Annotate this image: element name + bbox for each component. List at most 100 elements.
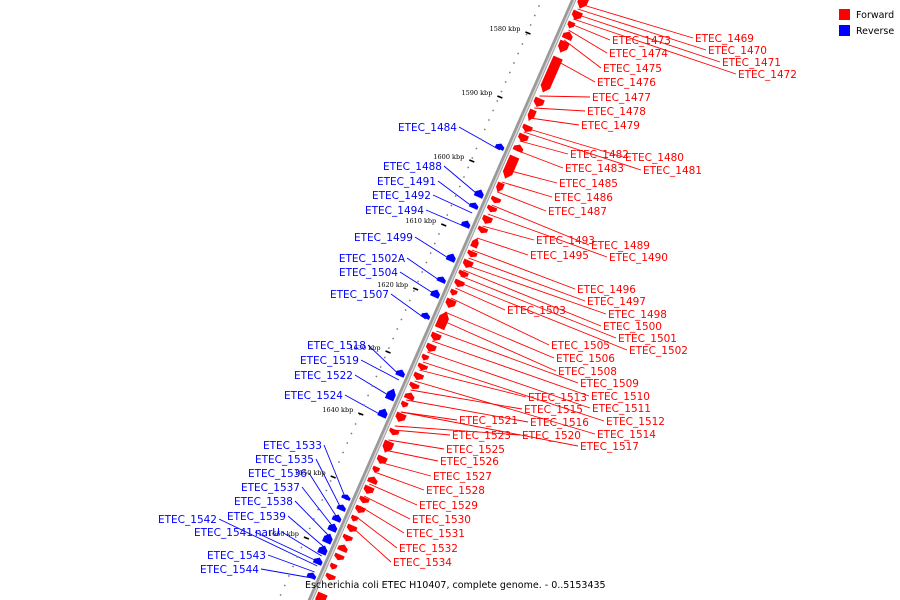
gene-arrow (325, 572, 336, 581)
scale-dot (296, 556, 299, 558)
gene-outline (377, 406, 390, 419)
gene-outline (512, 142, 525, 154)
gene-label-etec-1485: ETEC_1485 (559, 178, 618, 190)
gene-label-etec-1482: ETEC_1482 (570, 149, 629, 161)
scale-dot (329, 480, 332, 482)
leader-line (410, 389, 523, 410)
gene-arrow (502, 154, 520, 179)
leader-line (455, 287, 506, 311)
gene-outline (361, 484, 375, 497)
tick-mark (385, 350, 391, 354)
gene-arrow (377, 408, 388, 419)
gene-label-etec-1493: ETEC_1493 (536, 235, 595, 247)
leader-line (384, 449, 439, 462)
gene-outline (434, 309, 452, 331)
kbp-scale-dots (279, 5, 540, 596)
gene-label-etec-1531: ETEC_1531 (406, 528, 465, 540)
gene-label-etec-1525: ETEC_1525 (446, 444, 505, 456)
gene-arrow (331, 514, 342, 523)
tick-label: 1580 kbp (490, 25, 521, 33)
legend-reverse-label: Reverse (856, 26, 894, 37)
scale-dot (371, 385, 374, 387)
gene-outline (465, 249, 478, 260)
gene-outline (460, 218, 472, 230)
gene-label-etec-1517: ETEC_1517 (580, 441, 639, 453)
gene-arrow (315, 591, 328, 600)
gene-label-etec-1491: ETEC_1491 (377, 176, 436, 188)
gene-arrow (384, 388, 396, 402)
scale-dot (504, 81, 507, 83)
leader-line (432, 194, 473, 214)
gene-arrow (522, 123, 533, 132)
gene-outline (366, 474, 380, 486)
gene-label-etec-1486: ETEC_1486 (554, 192, 613, 204)
leader-line (422, 361, 605, 422)
leader-line (523, 131, 642, 171)
scale-dot (396, 328, 399, 330)
gene-label-etec-1530: ETEC_1530 (412, 514, 471, 526)
tick-label: 1640 kbp (322, 406, 353, 414)
scale-dot (446, 214, 449, 216)
gene-label-etec-1478: ETEC_1478 (587, 106, 646, 118)
leader-line (534, 107, 586, 112)
leader-line (360, 359, 400, 381)
gene-label-etec-1539: ETEC_1539 (227, 511, 286, 523)
gene-label-etec-1512: ETEC_1512 (606, 416, 665, 428)
gene-arrow (420, 312, 431, 320)
gene-outline (375, 454, 388, 467)
leader-line (406, 399, 529, 423)
scale-dot (317, 508, 319, 511)
leader-line (444, 311, 555, 359)
gene-label-naru: narU (255, 527, 280, 539)
gene-arrow (389, 427, 400, 436)
scale-dot (488, 119, 490, 121)
gene-outline (316, 543, 330, 556)
leader-line (570, 23, 611, 41)
leader-line (359, 505, 405, 534)
gene-outline (336, 502, 348, 513)
gene-outline (500, 154, 520, 181)
scale-dot (479, 138, 482, 140)
gene-arrow (395, 369, 405, 378)
gene-label-etec-1507: ETEC_1507 (330, 289, 389, 301)
leader-line (539, 95, 591, 98)
gene-label-etec-1504: ETEC_1504 (339, 267, 398, 279)
gene-label-etec-1515: ETEC_1515 (524, 404, 583, 416)
scale-dot (496, 100, 499, 102)
tick-label: 1660 kbp (268, 530, 299, 538)
gene-outline (324, 572, 337, 583)
gene-label-etec-1514: ETEC_1514 (597, 429, 656, 441)
gene-outline (469, 236, 481, 249)
gene-label-etec-1499: ETEC_1499 (354, 232, 413, 244)
gene-outline (411, 371, 425, 383)
leader-line (468, 257, 586, 302)
scale-dot (325, 489, 328, 492)
gene-arrow (359, 495, 370, 504)
gene-outline (494, 141, 506, 152)
gene-outline (555, 39, 571, 55)
gene-outline (328, 562, 338, 572)
gene-label-etec-1521: ETEC_1521 (459, 415, 518, 427)
gene-arrow (312, 557, 323, 566)
gene-outline (387, 427, 400, 438)
gene-label-etec-1541: ETEC_1541 (194, 527, 253, 539)
gene-label-etec-1500: ETEC_1500 (603, 321, 662, 333)
gene-arrow (334, 552, 345, 561)
scale-dot (408, 299, 411, 302)
gene-label-etec-1518: ETEC_1518 (307, 340, 366, 352)
leader-line (390, 293, 426, 320)
leader-line (218, 518, 318, 567)
scale-dot (333, 470, 336, 473)
leader-line (350, 525, 392, 563)
tick-label: 1590 kbp (461, 89, 492, 97)
scale-dot (279, 594, 282, 596)
leader-line (354, 515, 398, 549)
gene-outline (476, 225, 489, 236)
gene-outline (336, 542, 350, 554)
leader-line (354, 374, 392, 398)
gene-label-etec-1495: ETEC_1495 (530, 250, 589, 262)
leader-line (525, 127, 624, 158)
scale-dot (354, 423, 357, 425)
tick-mark (440, 223, 447, 227)
